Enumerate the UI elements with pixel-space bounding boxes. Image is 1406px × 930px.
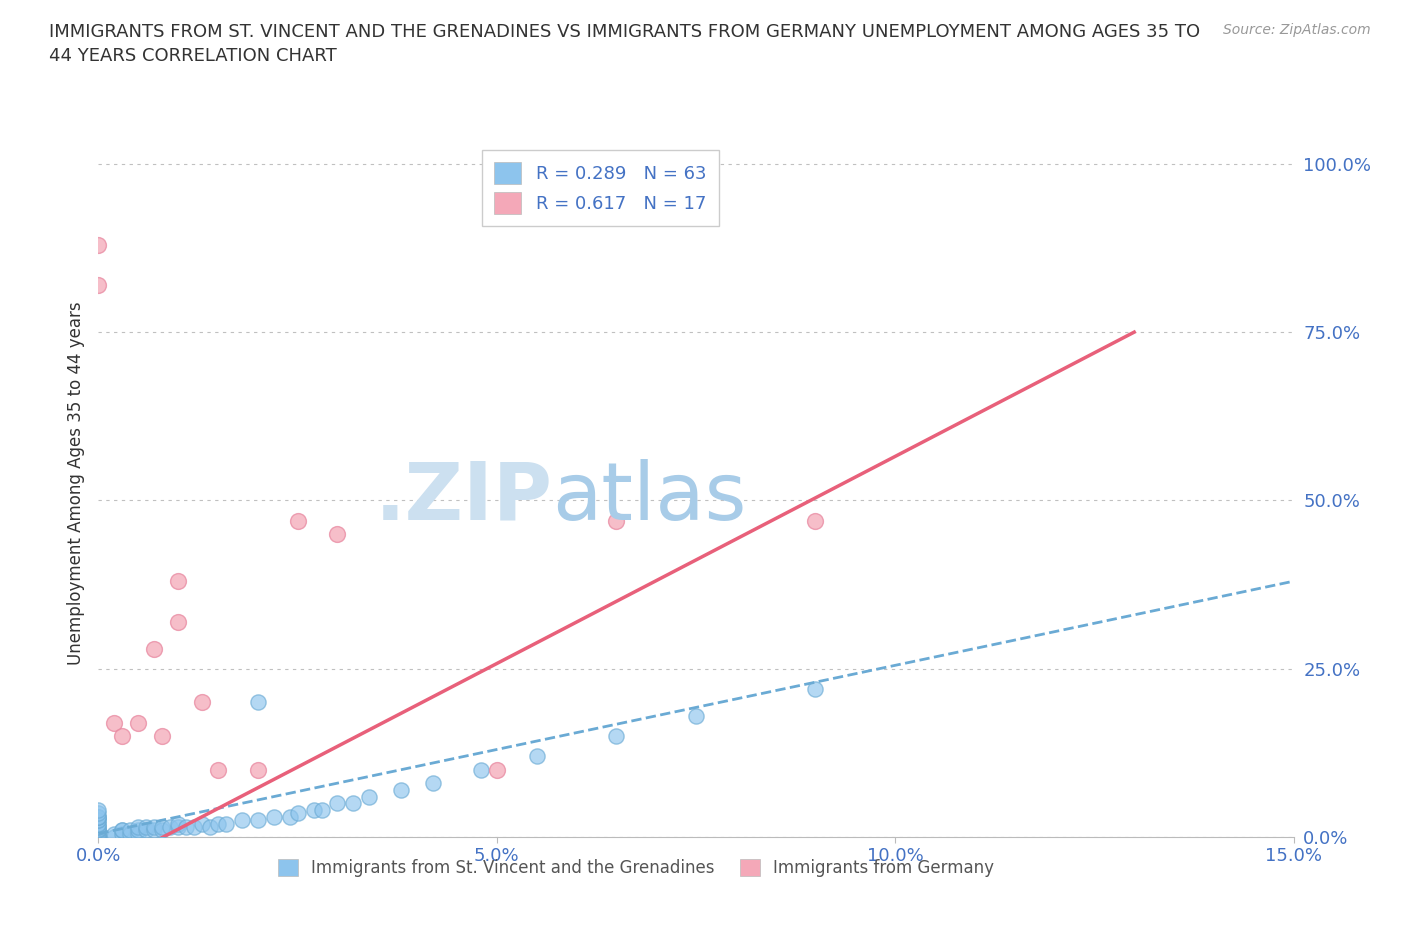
Point — [111, 728, 134, 743]
Point — [326, 796, 349, 811]
Text: Source: ZipAtlas.com: Source: ZipAtlas.com — [1223, 23, 1371, 37]
Point — [191, 817, 214, 831]
Point — [87, 830, 110, 844]
Y-axis label: Unemployment Among Ages 35 to 44 years: Unemployment Among Ages 35 to 44 years — [66, 302, 84, 665]
Point — [342, 796, 364, 811]
Point — [87, 813, 110, 828]
Point — [246, 763, 269, 777]
Point — [685, 709, 707, 724]
Point — [127, 715, 149, 730]
Text: IMMIGRANTS FROM ST. VINCENT AND THE GRENADINES VS IMMIGRANTS FROM GERMANY UNEMPL: IMMIGRANTS FROM ST. VINCENT AND THE GREN… — [49, 23, 1201, 65]
Point — [135, 823, 157, 838]
Point — [87, 821, 110, 836]
Point — [111, 823, 134, 838]
Point — [87, 817, 110, 831]
Point — [111, 823, 134, 838]
Point — [167, 574, 190, 589]
Point — [87, 830, 110, 844]
Text: .ZIP: .ZIP — [374, 458, 553, 537]
Point — [207, 763, 229, 777]
Point — [605, 728, 627, 743]
Point — [311, 803, 333, 817]
Point — [87, 277, 110, 292]
Point — [159, 819, 181, 834]
Point — [422, 776, 444, 790]
Point — [127, 823, 149, 838]
Point — [167, 819, 190, 834]
Point — [174, 819, 197, 834]
Point — [389, 782, 412, 797]
Point — [127, 826, 149, 841]
Point — [87, 809, 110, 824]
Point — [198, 819, 221, 834]
Point — [183, 819, 205, 834]
Point — [87, 830, 110, 844]
Point — [287, 806, 309, 821]
Point — [87, 817, 110, 831]
Point — [231, 813, 253, 828]
Point — [120, 826, 142, 841]
Point — [804, 682, 827, 697]
Point — [120, 823, 142, 838]
Point — [302, 803, 325, 817]
Point — [143, 819, 166, 834]
Point — [150, 823, 173, 838]
Point — [167, 817, 190, 831]
Point — [143, 641, 166, 656]
Point — [278, 809, 301, 824]
Point — [526, 749, 548, 764]
Point — [87, 813, 110, 828]
Point — [150, 819, 173, 834]
Point — [143, 823, 166, 838]
Point — [127, 819, 149, 834]
Point — [207, 817, 229, 831]
Point — [87, 809, 110, 824]
Text: atlas: atlas — [553, 458, 747, 537]
Point — [470, 763, 492, 777]
Point — [191, 695, 214, 710]
Point — [87, 803, 110, 817]
Point — [246, 813, 269, 828]
Point — [485, 763, 508, 777]
Point — [87, 824, 110, 839]
Point — [263, 809, 285, 824]
Point — [605, 513, 627, 528]
Point — [87, 237, 110, 252]
Point — [326, 526, 349, 541]
Point — [87, 806, 110, 821]
Point — [135, 819, 157, 834]
Point — [87, 823, 110, 838]
Point — [167, 614, 190, 629]
Point — [87, 826, 110, 841]
Point — [287, 513, 309, 528]
Point — [111, 826, 134, 841]
Point — [246, 695, 269, 710]
Point — [87, 819, 110, 834]
Point — [103, 826, 125, 841]
Point — [150, 728, 173, 743]
Point — [87, 823, 110, 838]
Point — [103, 830, 125, 844]
Point — [359, 790, 381, 804]
Point — [103, 715, 125, 730]
Legend: Immigrants from St. Vincent and the Grenadines, Immigrants from Germany: Immigrants from St. Vincent and the Gren… — [270, 850, 1002, 885]
Point — [87, 819, 110, 834]
Point — [87, 809, 110, 824]
Point — [87, 826, 110, 841]
Point — [215, 817, 238, 831]
Point — [804, 513, 827, 528]
